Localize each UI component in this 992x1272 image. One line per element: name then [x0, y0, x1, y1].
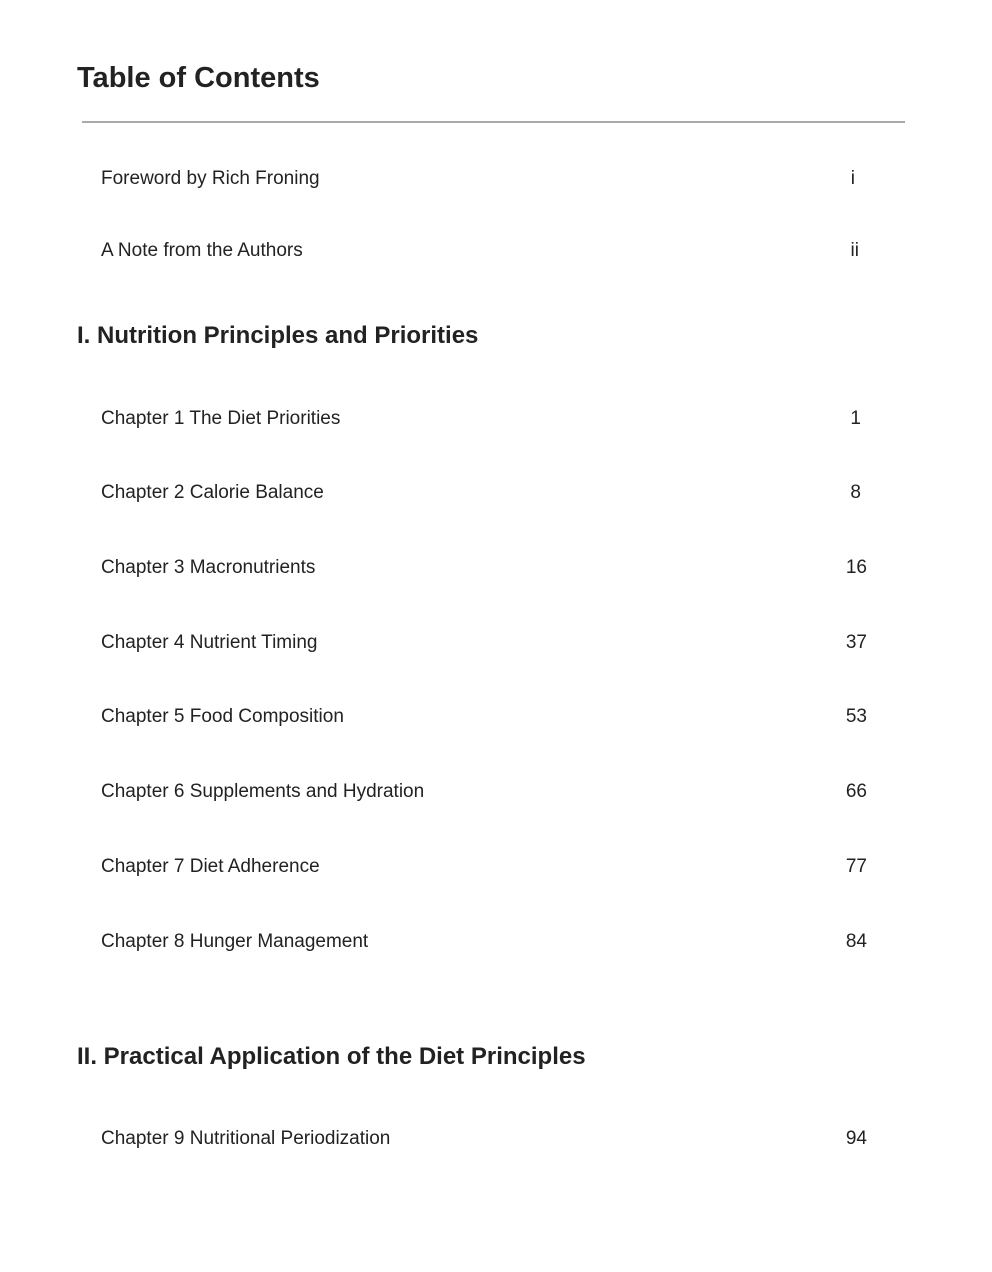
toc-entry[interactable]: A Note from the Authors ii — [101, 240, 867, 262]
entry-page: i — [850, 168, 855, 189]
entry-title: Chapter 5 Food Composition — [101, 706, 344, 727]
entry-title: Chapter 3 Macronutrients — [101, 557, 316, 578]
toc-entry[interactable]: Chapter 4 Nutrient Timing 37 — [101, 632, 867, 654]
entry-title: Chapter 6 Supplements and Hydration — [101, 781, 425, 802]
toc-entry[interactable]: Chapter 3 Macronutrients 16 — [101, 557, 867, 579]
entry-page: 94 — [845, 1128, 867, 1149]
entry-title: Chapter 9 Nutritional Periodization — [101, 1128, 391, 1149]
section-heading: I. Nutrition Principles and Priorities — [77, 322, 479, 349]
entry-title: Chapter 8 Hunger Management — [101, 931, 369, 952]
entry-page: 16 — [845, 557, 867, 578]
toc-entry[interactable]: Chapter 2 Calorie Balance 8 — [101, 482, 867, 504]
entry-title: Chapter 2 Calorie Balance — [101, 482, 324, 503]
entry-title: Foreword by Rich Froning — [101, 168, 320, 189]
entry-page: 1 — [850, 408, 861, 429]
toc-entry[interactable]: Chapter 6 Supplements and Hydration 66 — [101, 781, 867, 803]
entry-page: ii — [850, 240, 859, 261]
divider — [82, 121, 905, 123]
entry-page: 77 — [845, 856, 867, 877]
page-title: Table of Contents — [77, 62, 320, 94]
entry-page: 84 — [845, 931, 867, 952]
toc-entry[interactable]: Foreword by Rich Froning i — [101, 168, 867, 190]
entry-page: 37 — [845, 632, 867, 653]
toc-entry[interactable]: Chapter 8 Hunger Management 84 — [101, 931, 867, 953]
entry-title: Chapter 4 Nutrient Timing — [101, 632, 318, 653]
entry-title: Chapter 7 Diet Adherence — [101, 856, 320, 877]
toc-entry[interactable]: Chapter 9 Nutritional Periodization 94 — [101, 1128, 867, 1150]
entry-title: A Note from the Authors — [101, 240, 303, 261]
section-heading: II. Practical Application of the Diet Pr… — [77, 1043, 586, 1070]
toc-entry[interactable]: Chapter 5 Food Composition 53 — [101, 706, 867, 728]
toc-entry[interactable]: Chapter 7 Diet Adherence 77 — [101, 856, 867, 878]
entry-page: 53 — [845, 706, 867, 727]
entry-page: 66 — [845, 781, 867, 802]
entry-page: 8 — [850, 482, 861, 503]
entry-title: Chapter 1 The Diet Priorities — [101, 408, 341, 429]
toc-entry[interactable]: Chapter 1 The Diet Priorities 1 — [101, 408, 867, 430]
